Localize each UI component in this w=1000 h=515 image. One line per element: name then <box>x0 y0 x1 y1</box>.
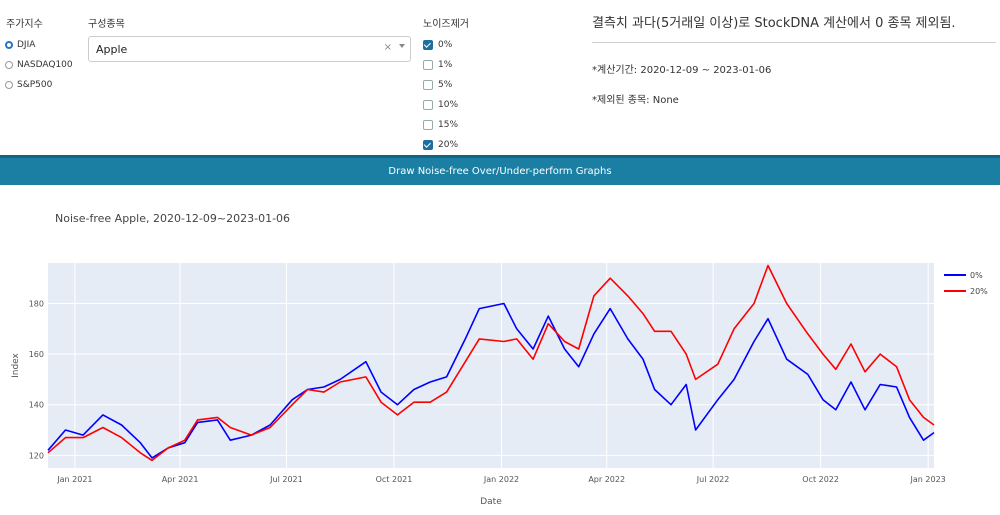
info-divider <box>592 42 996 43</box>
radio-dot-nasdaq100[interactable] <box>5 61 13 69</box>
noise-option-label: 0% <box>438 40 453 50</box>
noise-option-label: 1% <box>438 60 453 70</box>
component-select-value: Apple <box>96 43 128 56</box>
y-tick-label: 160 <box>29 350 44 359</box>
chevron-down-icon[interactable] <box>399 44 405 48</box>
radio-label-djia: DJIA <box>17 40 36 50</box>
radio-sp500[interactable]: S&P500 <box>5 80 52 90</box>
chart-title: Noise-free Apple, 2020-12-09~2023-01-06 <box>55 212 290 225</box>
x-tick-label: Jul 2021 <box>269 475 303 484</box>
checkbox-20[interactable] <box>423 140 433 150</box>
clear-icon[interactable]: × <box>383 42 392 53</box>
x-tick-label: Jul 2022 <box>696 475 730 484</box>
noise-option-1[interactable]: 1% <box>423 60 452 70</box>
plot-area <box>48 263 934 468</box>
component-select[interactable]: Apple × <box>88 36 411 62</box>
noise-option-label: 15% <box>438 120 459 130</box>
info-headline: 결측치 과다(5거래일 이상)로 StockDNA 계산에서 0 종목 제외됨. <box>592 16 956 31</box>
component-label: 구성종목 <box>88 19 125 30</box>
x-axis-title: Date <box>480 497 502 507</box>
x-tick-label: Oct 2021 <box>376 475 413 484</box>
noise-option-15[interactable]: 15% <box>423 120 458 130</box>
checkbox-10[interactable] <box>423 100 433 110</box>
draw-graphs-button[interactable]: Draw Noise-free Over/Under-perform Graph… <box>0 155 1000 185</box>
y-axis-title: Index <box>11 352 21 377</box>
checkbox-5[interactable] <box>423 80 433 90</box>
radio-dot-djia[interactable] <box>5 41 13 49</box>
index-group-label: 주가지수 <box>6 19 43 30</box>
legend-label: 20% <box>970 287 988 296</box>
info-excluded: *제외된 종목: None <box>592 95 679 106</box>
radio-label-sp500: S&P500 <box>17 80 53 90</box>
noise-option-label: 10% <box>438 100 459 110</box>
x-tick-label: Apr 2022 <box>588 475 625 484</box>
noise-option-0[interactable]: 0% <box>423 40 452 50</box>
checkbox-15[interactable] <box>423 120 433 130</box>
series-line-0 <box>47 302 935 459</box>
series-line-1 <box>47 264 935 462</box>
noise-option-20[interactable]: 20% <box>423 140 458 150</box>
noise-option-5[interactable]: 5% <box>423 80 452 90</box>
x-tick-label: Apr 2021 <box>162 475 199 484</box>
radio-label-nasdaq100: NASDAQ100 <box>17 60 73 70</box>
checkbox-0[interactable] <box>423 40 433 50</box>
noise-option-label: 5% <box>438 80 453 90</box>
info-period: *계산기간: 2020-12-09 ~ 2023-01-06 <box>592 65 772 76</box>
noise-label: 노이즈제거 <box>423 19 469 30</box>
x-tick-label: Jan 2021 <box>56 475 92 484</box>
x-tick-label: Oct 2022 <box>802 475 839 484</box>
radio-nasdaq100[interactable]: NASDAQ100 <box>5 60 73 70</box>
radio-djia[interactable]: DJIA <box>5 40 35 50</box>
radio-dot-sp500[interactable] <box>5 81 13 89</box>
y-tick-label: 180 <box>29 299 44 308</box>
line-chart: Noise-free Apple, 2020-12-09~2023-01-06 J… <box>11 212 988 507</box>
checkbox-1[interactable] <box>423 60 433 70</box>
noise-option-label: 20% <box>438 140 459 150</box>
x-tick-label: Jan 2022 <box>483 475 519 484</box>
x-tick-label: Jan 2023 <box>910 475 946 484</box>
y-tick-label: 140 <box>29 401 44 410</box>
legend-label: 0% <box>970 271 983 280</box>
y-tick-label: 120 <box>29 451 44 460</box>
noise-option-10[interactable]: 10% <box>423 100 458 110</box>
